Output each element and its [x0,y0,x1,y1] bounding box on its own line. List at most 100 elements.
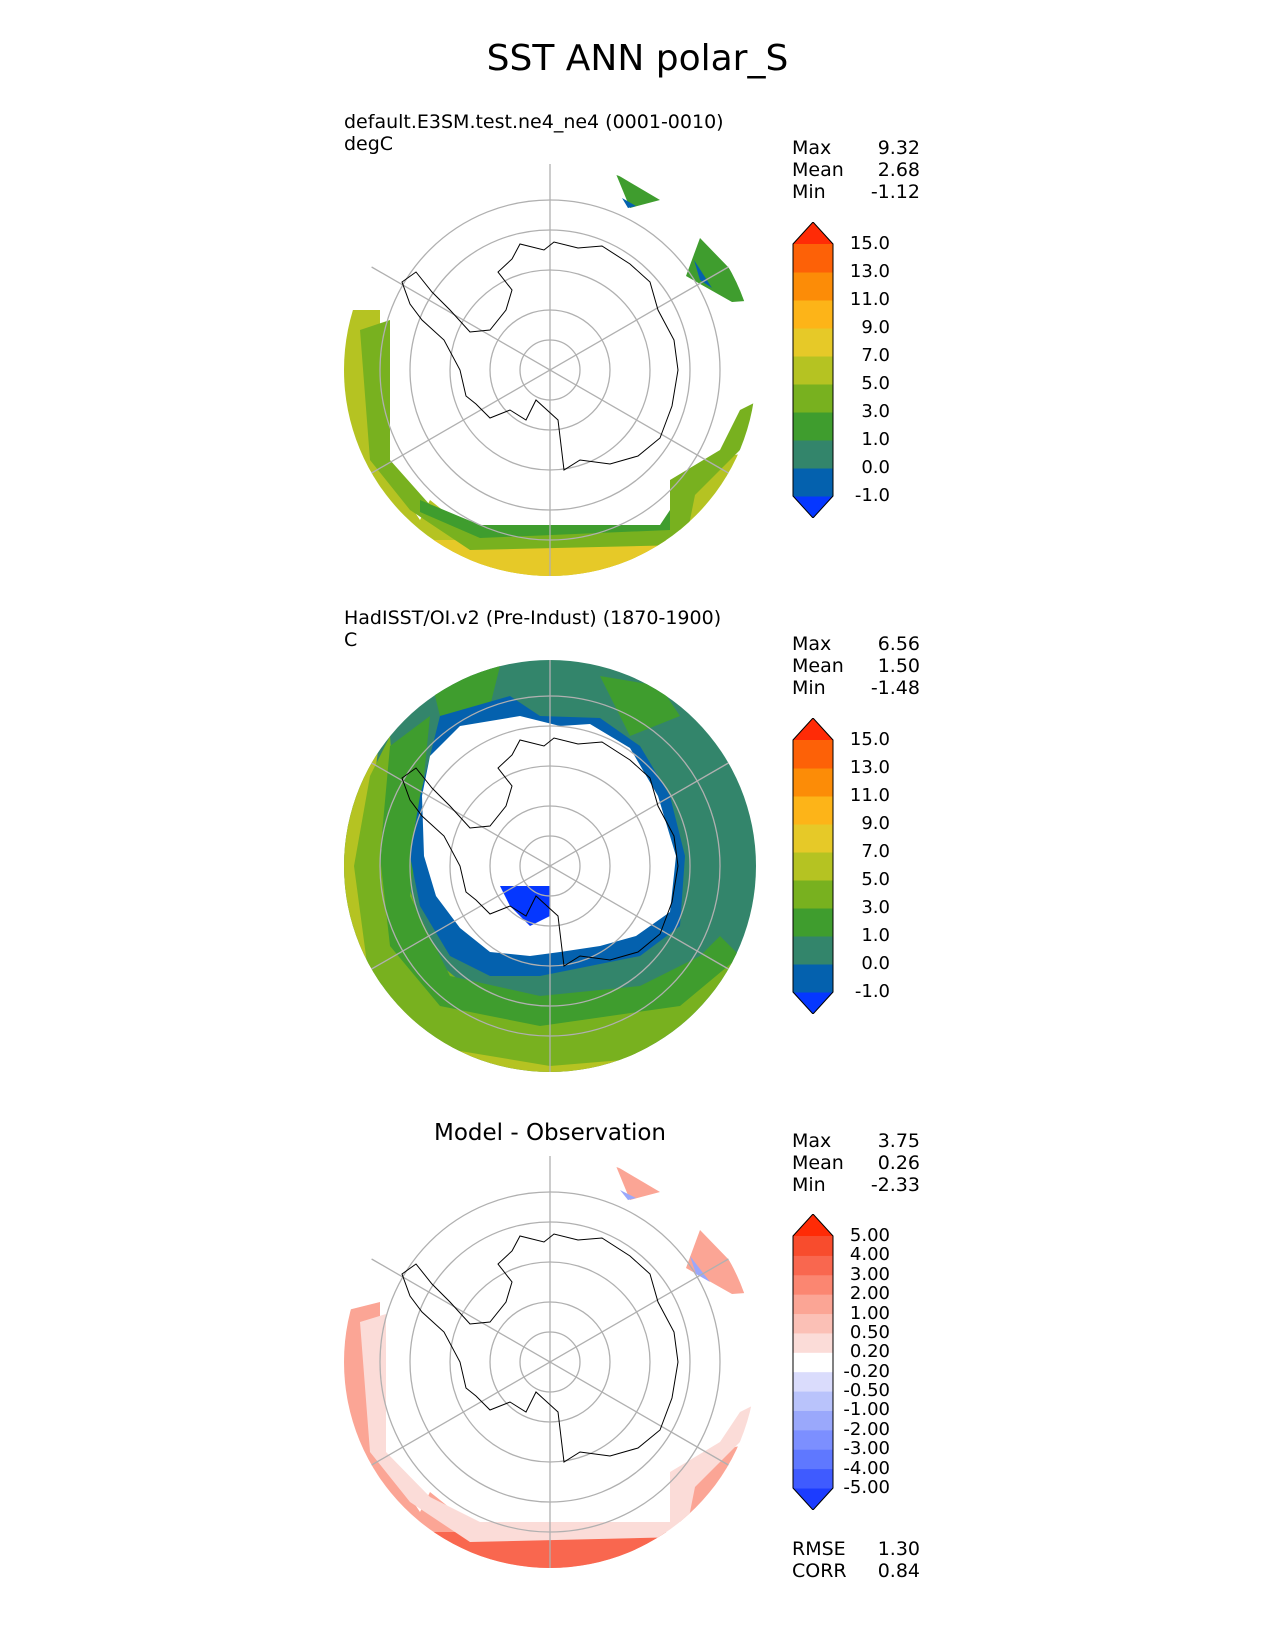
panel3-polar-map [344,1156,756,1568]
colorbar-tick-label: 3.00 [849,1263,890,1285]
colorbar-tick-label: -3.00 [843,1438,890,1460]
colorbar-tick-label: 2.00 [849,1283,890,1305]
panel2-label: HadISST/OI.v2 (Pre-Indust) (1870-1900) C [344,607,721,651]
colorbar-segment [793,1332,833,1353]
colorbar-tick-label: -0.50 [843,1380,890,1402]
panel1-label-line2: degC [344,133,394,155]
colorbar-tick-label: 11.0 [849,289,890,310]
colorbar-tick-label: 3.0 [861,401,890,422]
colorbar-segment [793,244,833,273]
panel1-max-value: 9.32 [877,137,920,159]
panel3-mean-label: Mean [792,1152,844,1174]
panel2-stats: Max 6.56 Mean 1.50 Min -1.48 [792,633,920,699]
colorbar-segment [793,824,833,853]
colorbar-segment [793,468,833,497]
panel3-metrics: RMSE 1.30 CORR 0.84 [792,1538,920,1582]
panel2-label-line1: HadISST/OI.v2 (Pre-Indust) (1870-1900) [344,607,722,629]
sst-band-darkgreen [420,500,670,538]
colorbar-tick-label: 15.0 [849,729,890,750]
colorbar-tick-label: 1.00 [849,1302,890,1324]
colorbar-tick-label: 9.0 [861,813,890,834]
colorbar-tick-label: -5.00 [843,1477,890,1498]
panel2-min-value: -1.48 [870,677,920,699]
colorbar-segment [793,1236,833,1256]
colorbar-segment [793,1274,833,1295]
colorbar-segment [793,328,833,357]
colorbar-segment [793,1255,833,1276]
sst-mid-darkgreen [380,716,740,1026]
colorbar-segment [793,964,833,993]
colorbar-segment [793,1449,833,1470]
colorbar-segment [793,1410,833,1431]
colorbar-segment [793,880,833,909]
sst-patch-ne2-blue [694,260,712,288]
diff-patch-ne2-blue [690,1256,710,1282]
panel1-max-label: Max [792,137,832,159]
colorbar-segment [793,908,833,937]
panel3-min-value: -2.33 [870,1174,920,1196]
colorbar-tick-label: 7.0 [861,345,890,366]
colorbar-tick-label: 0.0 [861,953,890,974]
colorbar-tick-label: -1.00 [843,1399,890,1421]
panel1-colorbar [792,222,834,518]
colorbar-segment [793,796,833,825]
colorbar-upper-extend [793,718,833,740]
corr-label: CORR [792,1560,847,1582]
colorbar-outline [792,222,834,518]
panel1-mean-label: Mean [792,159,844,181]
colorbar-segment [793,1352,833,1373]
colorbar-segment [793,768,833,797]
rmse-value: 1.30 [877,1538,920,1560]
colorbar-tick-label: 1.0 [861,429,890,450]
panel1-label: default.E3SM.test.ne4_ne4 (0001-0010) de… [344,111,724,155]
colorbar-tick-label: 1.0 [861,925,890,946]
colorbar-tick-label: 11.0 [849,785,890,806]
colorbar-lower-extend [793,496,833,518]
colorbar-tick-label: 0.50 [849,1321,890,1343]
colorbar-tick-label: -1.0 [854,485,890,506]
sst-patch-ne1 [616,174,660,208]
colorbar-segment [793,740,833,769]
panel1-polar-map [344,164,756,576]
panel2-min-label: Min [792,677,826,699]
panel3-max-label: Max [792,1130,832,1152]
colorbar-lower-extend [793,1488,833,1510]
rmse-label: RMSE [792,1538,846,1560]
panel2-max-value: 6.56 [877,633,920,655]
panel3-max-value: 3.75 [877,1130,920,1152]
colorbar-tick-label: 0.20 [849,1341,890,1363]
colorbar-outline [792,1214,834,1510]
antarctica-coastline [401,241,679,471]
panel2-mean-value: 1.50 [877,655,920,677]
panel2-mean-label: Mean [792,655,844,677]
colorbar-tick-label: 5.00 [849,1225,890,1246]
corr-value: 0.84 [877,1560,920,1582]
panel2-colorbar [792,718,834,1014]
colorbar-tick-label: 13.0 [849,757,890,778]
diff-patch-ne1 [616,1166,660,1200]
panel2-max-label: Max [792,633,832,655]
colorbar-segment [793,936,833,965]
colorbar-tick-label: 15.0 [849,233,890,254]
antarctica-coastline [401,1233,679,1463]
panel3-title: Model - Observation [433,1120,667,1146]
colorbar-segment [793,356,833,385]
panel1-min-label: Min [792,181,826,203]
colorbar-segment [793,300,833,329]
colorbar-tick-label: 0.0 [861,457,890,478]
colorbar-tick-label: 3.0 [861,897,890,918]
colorbar-tick-label: 7.0 [861,841,890,862]
panel2-label-line2: C [344,629,358,651]
colorbar-upper-extend [793,222,833,244]
colorbar-segment [793,384,833,413]
colorbar-segment [793,1313,833,1334]
panel1-mean-value: 2.68 [877,159,920,181]
panel3-stats: Max 3.75 Mean 0.26 Min -2.33 [792,1130,920,1196]
colorbar-segment [793,440,833,469]
panel1-min-value: -1.12 [870,181,920,203]
colorbar-tick-label: 5.0 [861,373,890,394]
colorbar-tick-label: -0.20 [843,1360,890,1382]
sst-patch-ne1-blue [622,198,636,208]
colorbar-segment [793,1391,833,1411]
colorbar-segment [793,852,833,881]
